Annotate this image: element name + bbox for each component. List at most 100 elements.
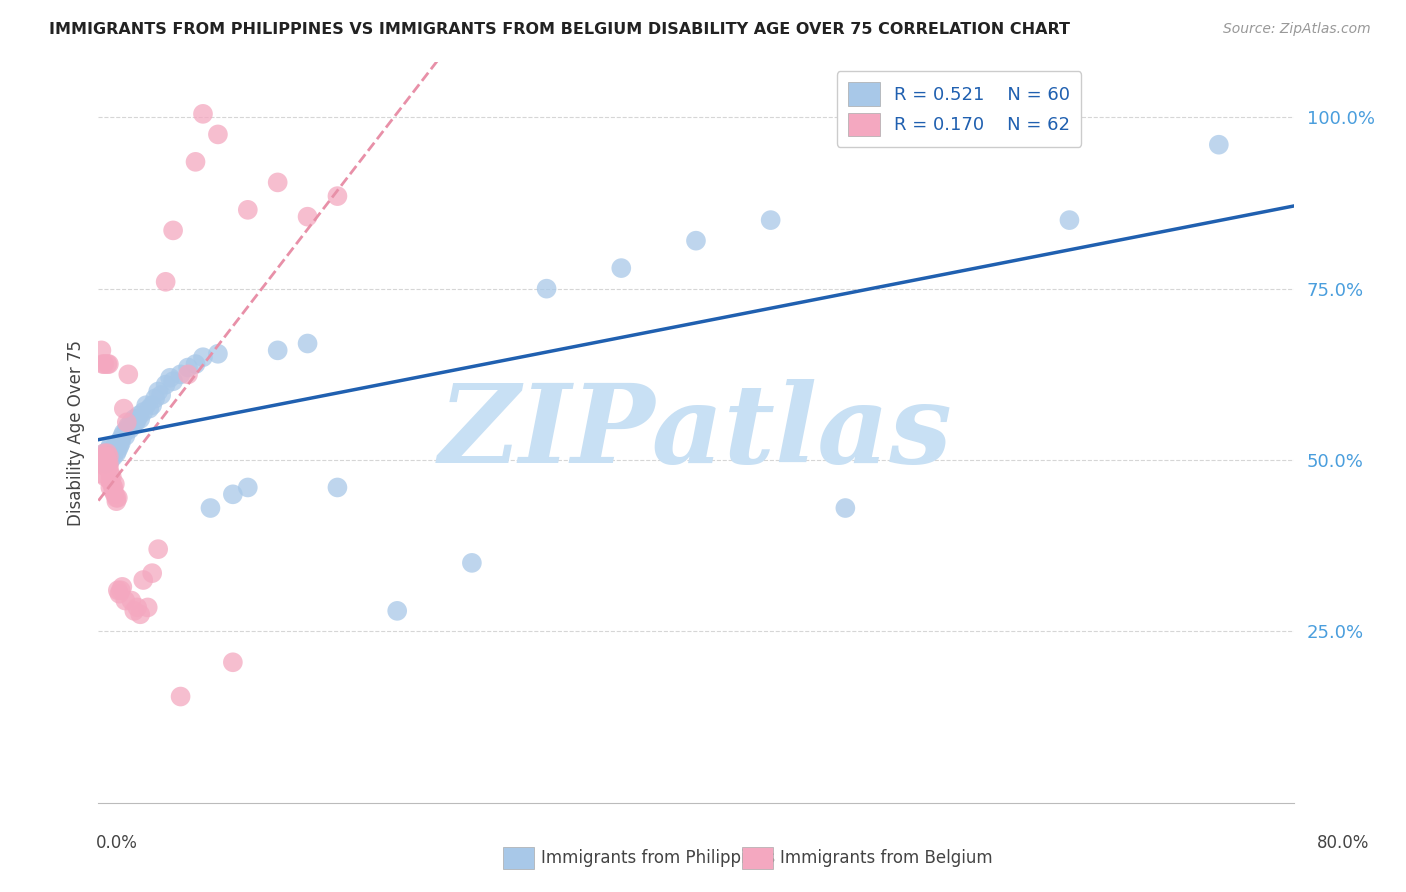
Point bbox=[148, 542, 170, 557]
Point bbox=[136, 600, 159, 615]
Point bbox=[141, 566, 163, 581]
Point bbox=[115, 415, 138, 429]
Point bbox=[267, 175, 290, 189]
Point bbox=[97, 457, 120, 471]
Legend: R = 0.521    N = 60, R = 0.170    N = 62: R = 0.521 N = 60, R = 0.170 N = 62 bbox=[837, 71, 1081, 147]
Point bbox=[107, 583, 129, 598]
Point bbox=[107, 442, 129, 457]
Point bbox=[1208, 137, 1230, 152]
Point bbox=[135, 398, 157, 412]
Point bbox=[169, 368, 191, 382]
Point bbox=[91, 457, 114, 471]
Text: Immigrants from Belgium: Immigrants from Belgium bbox=[780, 849, 993, 867]
Point bbox=[129, 412, 152, 426]
Point bbox=[184, 357, 207, 371]
Point bbox=[1059, 213, 1081, 227]
Point bbox=[162, 223, 184, 237]
Point bbox=[101, 477, 124, 491]
Point bbox=[98, 439, 122, 453]
Point bbox=[108, 439, 131, 453]
Point bbox=[91, 357, 114, 371]
Point bbox=[177, 360, 200, 375]
Point bbox=[93, 357, 115, 371]
Point bbox=[94, 470, 117, 484]
Point bbox=[104, 439, 127, 453]
Point bbox=[143, 392, 166, 406]
Point bbox=[127, 412, 149, 426]
Point bbox=[610, 261, 633, 276]
Point bbox=[90, 467, 112, 481]
Point bbox=[117, 368, 139, 382]
Text: 0.0%: 0.0% bbox=[96, 834, 138, 852]
Point bbox=[162, 374, 184, 388]
Point bbox=[222, 655, 245, 669]
Point bbox=[103, 442, 125, 457]
Text: 80.0%: 80.0% bbox=[1316, 834, 1369, 852]
Point bbox=[111, 429, 134, 443]
Point bbox=[759, 213, 782, 227]
Point bbox=[236, 480, 259, 494]
Point bbox=[93, 453, 115, 467]
Point bbox=[297, 210, 319, 224]
Text: ZIPatlas: ZIPatlas bbox=[439, 379, 953, 486]
Point bbox=[103, 483, 125, 498]
Point bbox=[97, 357, 120, 371]
Point bbox=[267, 343, 290, 358]
Point bbox=[96, 357, 118, 371]
Point bbox=[169, 690, 191, 704]
Point bbox=[98, 474, 122, 488]
Point bbox=[98, 480, 122, 494]
Point bbox=[103, 480, 125, 494]
Point bbox=[184, 154, 207, 169]
Point bbox=[93, 446, 115, 460]
Point bbox=[461, 556, 484, 570]
Point bbox=[177, 368, 200, 382]
Point bbox=[96, 459, 118, 474]
Point bbox=[132, 573, 155, 587]
Point bbox=[91, 450, 114, 464]
Point bbox=[191, 350, 214, 364]
Point bbox=[155, 275, 177, 289]
Point bbox=[150, 388, 173, 402]
Point bbox=[155, 377, 177, 392]
Point bbox=[98, 453, 122, 467]
Point bbox=[107, 491, 129, 505]
Text: Immigrants from Philippines: Immigrants from Philippines bbox=[541, 849, 776, 867]
Point bbox=[138, 401, 160, 416]
Point bbox=[108, 587, 131, 601]
Point bbox=[326, 189, 349, 203]
Point bbox=[90, 343, 112, 358]
Point bbox=[93, 446, 115, 460]
Point bbox=[117, 418, 139, 433]
Point bbox=[141, 398, 163, 412]
Point bbox=[207, 128, 229, 142]
Point bbox=[125, 415, 148, 429]
Point bbox=[96, 446, 118, 460]
Point bbox=[112, 401, 135, 416]
Point bbox=[96, 450, 118, 464]
Point bbox=[90, 457, 112, 471]
Text: IMMIGRANTS FROM PHILIPPINES VS IMMIGRANTS FROM BELGIUM DISABILITY AGE OVER 75 CO: IMMIGRANTS FROM PHILIPPINES VS IMMIGRANT… bbox=[49, 22, 1070, 37]
Point bbox=[110, 583, 132, 598]
Point bbox=[91, 453, 114, 467]
Point bbox=[111, 580, 134, 594]
Point bbox=[105, 494, 128, 508]
Point bbox=[297, 336, 319, 351]
Point bbox=[101, 446, 124, 460]
Point bbox=[97, 459, 120, 474]
Point bbox=[114, 593, 136, 607]
Point bbox=[685, 234, 707, 248]
Point bbox=[89, 457, 111, 471]
Text: Source: ZipAtlas.com: Source: ZipAtlas.com bbox=[1223, 22, 1371, 37]
Point bbox=[128, 409, 150, 423]
Y-axis label: Disability Age Over 75: Disability Age Over 75 bbox=[66, 340, 84, 525]
Point bbox=[97, 450, 120, 464]
Point bbox=[105, 446, 128, 460]
Point bbox=[200, 501, 222, 516]
Point bbox=[110, 433, 132, 447]
Point bbox=[112, 425, 135, 440]
Point bbox=[104, 487, 127, 501]
Point bbox=[207, 347, 229, 361]
Point bbox=[236, 202, 259, 217]
Point bbox=[118, 422, 141, 436]
